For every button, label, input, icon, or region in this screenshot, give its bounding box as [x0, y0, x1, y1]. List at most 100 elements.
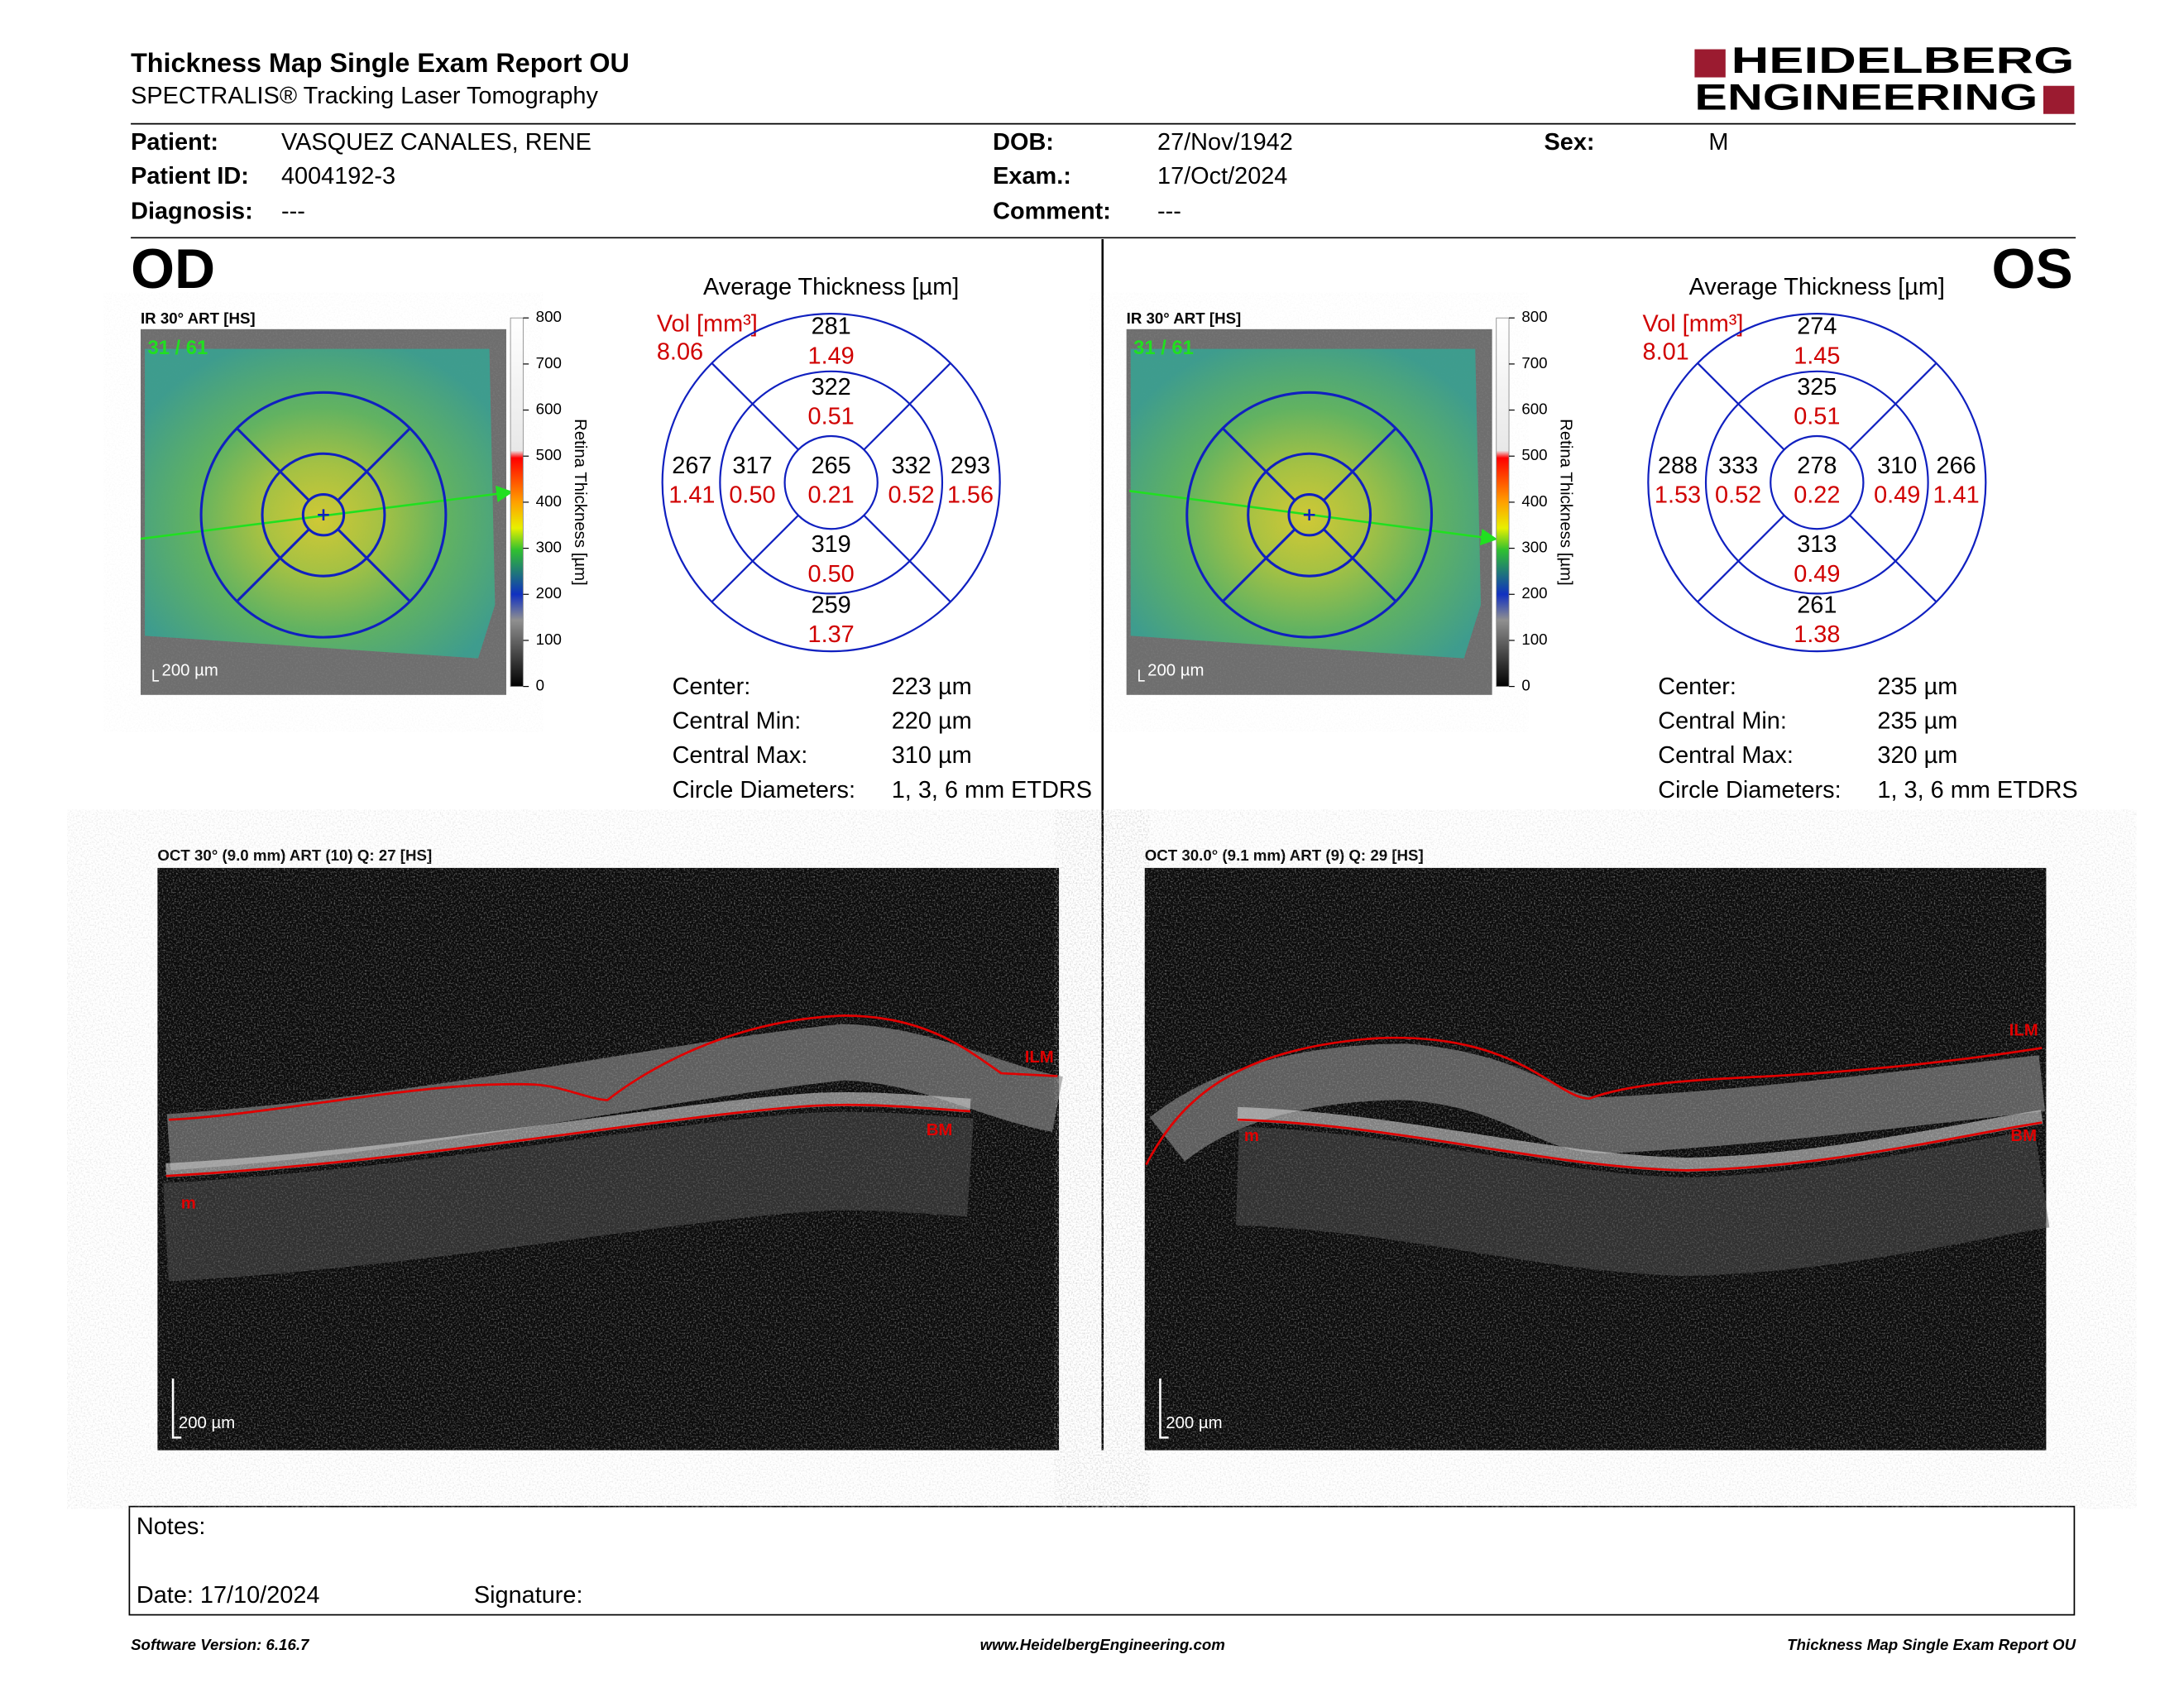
- fovea-cross: [318, 509, 329, 521]
- logo-text: ENGINEERING: [1694, 77, 2038, 117]
- oct-label: OCT 30° (9.0 mm) ART (10) Q: 27 [HS]: [157, 846, 432, 864]
- sector-volume: 0.50: [808, 561, 855, 587]
- ilm-line: [1145, 1036, 2043, 1166]
- stat-value: 1, 3, 6 mm ETDRS: [1877, 777, 2077, 803]
- etdrs-ring: [1647, 313, 1987, 653]
- sector-volume: 0.52: [888, 482, 934, 509]
- field-label: Patient ID:: [131, 163, 249, 189]
- ir-label: IR 30° ART [HS]: [1127, 309, 1242, 327]
- field-label: Sex:: [1545, 129, 1595, 156]
- logo-square: [1694, 49, 1726, 78]
- etdrs-ring: [783, 434, 879, 530]
- oct-scale: 200 µm: [179, 1414, 235, 1432]
- etdrs-spoke: [1323, 427, 1397, 501]
- colorbar: [510, 317, 524, 688]
- field-value: 27/Nov/1942: [1157, 129, 1293, 156]
- bm-line: [1237, 1118, 2043, 1172]
- colorbar-tick-label: 400: [536, 492, 562, 510]
- stat-label: Central Max:: [1658, 742, 1794, 769]
- etdrs-spoke: [863, 514, 951, 603]
- layer-label: ILM: [1025, 1048, 1054, 1067]
- etdrs-ring: [301, 493, 346, 537]
- layer-label: ILM: [2009, 1021, 2038, 1039]
- etdrs-spoke: [1697, 514, 1785, 603]
- etdrs-spoke: [1849, 362, 1937, 451]
- volume-label: Vol [mm³]: [657, 310, 758, 337]
- etdrs-ring: [1770, 434, 1865, 530]
- thickness-map: [1130, 348, 1482, 659]
- notes-signature: Signature:: [474, 1582, 583, 1609]
- colorbar-tick-label: 700: [1521, 354, 1547, 372]
- fovea-cross: [1303, 509, 1315, 521]
- sector-volume: 1.53: [1655, 482, 1701, 509]
- footer-software: Software Version: 6.16.7: [131, 1636, 310, 1653]
- etdrs-ring: [719, 370, 944, 595]
- sector-volume: 1.56: [947, 482, 994, 509]
- volume-total: 8.06: [657, 338, 703, 365]
- colorbar: [1496, 317, 1510, 688]
- field-label: DOB:: [993, 129, 1054, 156]
- sector-volume: 0.49: [1794, 561, 1840, 587]
- eye-label: OS: [1991, 237, 2072, 300]
- sector-thickness: 325: [1797, 374, 1837, 400]
- choroid-band: [163, 1111, 974, 1282]
- stat-value: 310 µm: [892, 742, 972, 769]
- field-value: 17/Oct/2024: [1157, 163, 1287, 189]
- sector-thickness: 293: [951, 453, 990, 479]
- etdrs-spoke: [711, 514, 799, 603]
- sector-volume: 0.52: [1715, 482, 1761, 509]
- stat-label: Central Min:: [1658, 708, 1787, 735]
- volume-total: 8.01: [1643, 338, 1689, 365]
- sector-volume: 0.51: [1794, 404, 1840, 430]
- colorbar-tick-label: 0: [536, 677, 544, 694]
- colorbar-tick-label: 200: [536, 584, 562, 602]
- field-label: Patient:: [131, 129, 218, 156]
- colorbar-tick-label: 800: [536, 308, 562, 325]
- field-value: VASQUEZ CANALES, RENE: [281, 129, 592, 156]
- sector-thickness: 319: [812, 531, 851, 558]
- etdrs-ring: [199, 391, 448, 639]
- layer-label: m: [1244, 1127, 1259, 1145]
- thickness-map: [145, 348, 496, 659]
- stat-value: 235 µm: [1877, 708, 1957, 735]
- colorbar-tick-label: 800: [1521, 308, 1547, 325]
- sector-volume: 0.49: [1874, 482, 1920, 509]
- notes-box: [128, 1505, 2076, 1616]
- report-title: Thickness Map Single Exam Report OU: [131, 48, 630, 78]
- colorbar-tick-label: 600: [536, 400, 562, 418]
- etdrs-spoke: [337, 427, 411, 501]
- etdrs-ring: [1704, 370, 1929, 595]
- stat-value: 1, 3, 6 mm ETDRS: [892, 777, 1092, 803]
- colorbar-tick-label: 400: [1521, 492, 1547, 510]
- colorbar-label: Retina Thickness [µm]: [571, 419, 589, 586]
- layer-label: BM: [2010, 1127, 2037, 1145]
- etdrs-spoke: [1222, 427, 1296, 501]
- sector-thickness: 332: [891, 453, 931, 479]
- eye-panel: OD IR 30° ART [HS] 31 / 61 200 µm 800 700 600 5…: [131, 237, 1092, 1451]
- colorbar-tick-label: 300: [1521, 539, 1547, 556]
- etdrs-ring: [1287, 493, 1331, 537]
- stat-label: Center:: [1658, 674, 1736, 700]
- field-value: 4004192-3: [281, 163, 395, 189]
- stat-value: 220 µm: [892, 708, 972, 735]
- sector-volume: 0.50: [729, 482, 775, 509]
- ir-scale: 200 µm: [1147, 661, 1204, 679]
- sector-thickness: 267: [672, 453, 711, 479]
- colorbar-tick-label: 200: [1521, 584, 1547, 602]
- colorbar-tick-label: 300: [536, 539, 562, 556]
- sector-volume: 1.49: [808, 343, 855, 369]
- map-title: Average Thickness [µm]: [1689, 274, 1945, 300]
- field-value: M: [1708, 129, 1728, 156]
- etdrs-ring: [1185, 391, 1434, 639]
- etdrs-ring: [661, 313, 1001, 653]
- etdrs-spoke: [711, 362, 799, 451]
- field-label: Diagnosis:: [131, 198, 253, 224]
- sector-thickness: 261: [1797, 592, 1837, 618]
- etdrs-spoke: [1323, 528, 1397, 602]
- footer-website: www.HeidelbergEngineering.com: [980, 1636, 1225, 1653]
- stat-label: Circle Diameters:: [673, 777, 855, 803]
- ir-label: IR 30° ART [HS]: [141, 309, 256, 327]
- sector-volume: 0.22: [1794, 482, 1840, 509]
- layer-label: m: [181, 1195, 196, 1213]
- sector-volume: 1.45: [1794, 343, 1840, 369]
